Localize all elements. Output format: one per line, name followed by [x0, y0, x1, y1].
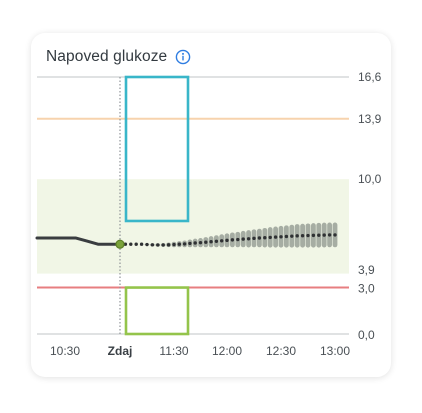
- forecast-dot: [177, 242, 181, 246]
- forecast-dot: [172, 242, 176, 247]
- forecast-dot: [333, 233, 337, 237]
- forecast-dot: [252, 236, 256, 241]
- highlight-window-lower: [124, 286, 190, 336]
- forecast-dot: [198, 240, 203, 245]
- y-tick-label: 3,0: [358, 282, 375, 296]
- y-tick-label: 3,9: [358, 263, 375, 277]
- forecast-dot: [241, 237, 245, 241]
- forecast-dot: [123, 242, 128, 246]
- forecast-dot: [279, 235, 283, 239]
- forecast-dot: [204, 240, 208, 244]
- info-circle-icon[interactable]: [175, 49, 191, 65]
- forecast-dot: [311, 233, 316, 238]
- forecast-dot: [263, 236, 267, 240]
- forecast-dot: [156, 243, 160, 247]
- forecast-dot: [327, 233, 332, 237]
- forecast-dot: [236, 237, 240, 242]
- glucose-history-line: [35, 236, 122, 246]
- forecast-dot: [182, 242, 187, 246]
- forecast-dot: [150, 243, 155, 247]
- forecast-dot: [322, 233, 326, 237]
- forecast-dot: [300, 233, 305, 238]
- forecast-dot: [134, 242, 138, 246]
- forecast-dot: [188, 241, 192, 246]
- forecast-dot: [166, 243, 171, 247]
- forecast-dot: [230, 238, 235, 242]
- x-tick-label: 12:00: [212, 344, 242, 358]
- y-tick-label: 10,0: [358, 172, 382, 186]
- forecast-dot: [139, 242, 144, 246]
- forecast-dot: [220, 239, 224, 243]
- forecast-dot: [129, 242, 133, 246]
- x-tick-label-now: Zdaj: [108, 344, 133, 358]
- current-glucose-marker: [115, 239, 125, 249]
- x-tick-label: 13:00: [320, 344, 350, 358]
- y-tick-label: 13,9: [358, 112, 382, 126]
- forecast-dot: [295, 234, 299, 238]
- y-tick-label: 16,6: [358, 70, 382, 84]
- forecast-dot: [246, 237, 251, 241]
- highlight-window-upper: [124, 75, 190, 223]
- card-header: Napoved glukoze: [46, 46, 191, 68]
- forecast-dot: [306, 233, 310, 238]
- forecast-dot: [209, 240, 213, 244]
- forecast-dot: [193, 241, 197, 245]
- x-tick-label: 11:30: [159, 344, 188, 358]
- forecast-dot: [225, 238, 229, 243]
- forecast-dots: [118, 233, 337, 247]
- forecast-dot: [273, 235, 278, 239]
- x-tick-label: 10:30: [50, 344, 80, 358]
- forecast-dot: [317, 233, 321, 237]
- forecast-dot: [290, 234, 294, 238]
- forecast-dot: [257, 236, 262, 240]
- card-title: Napoved glukoze: [46, 48, 168, 65]
- forecast-dot: [284, 234, 289, 239]
- forecast-dot: [268, 235, 272, 240]
- forecast-dot: [161, 243, 165, 247]
- forecast-dot: [145, 242, 149, 247]
- x-tick-label: 12:30: [266, 344, 296, 358]
- forecast-dot: [214, 239, 219, 243]
- y-tick-label: 0,0: [358, 328, 375, 342]
